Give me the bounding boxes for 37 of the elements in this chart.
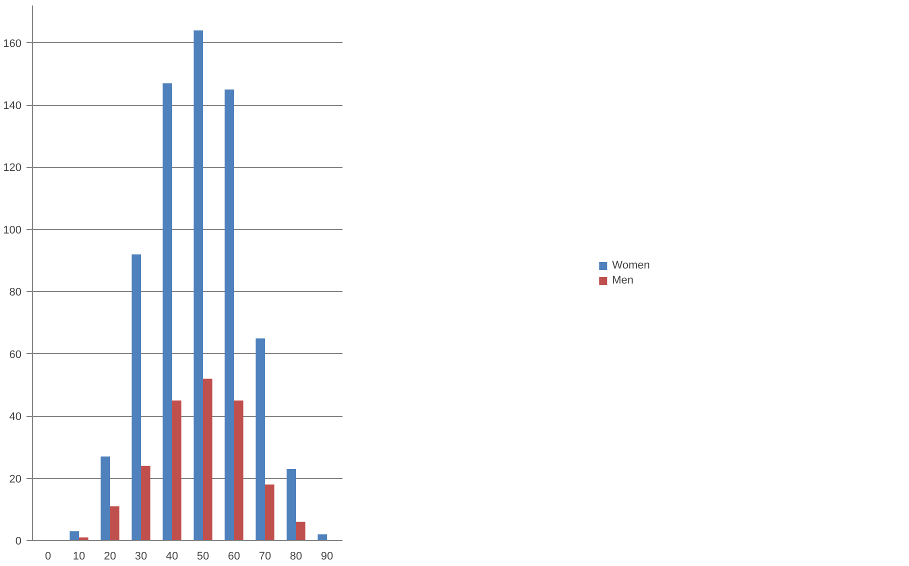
bar xyxy=(110,506,120,540)
y-tick-label: 160 xyxy=(3,38,22,50)
bar xyxy=(194,30,203,540)
bar xyxy=(141,466,150,540)
x-tick-label: 80 xyxy=(290,550,302,562)
bar xyxy=(296,522,306,540)
bar xyxy=(162,83,172,540)
bar xyxy=(100,456,110,540)
bar xyxy=(172,400,182,540)
bar xyxy=(265,484,274,540)
x-tick-label: 50 xyxy=(196,550,210,562)
bar xyxy=(203,378,212,540)
bar xyxy=(234,400,244,540)
y-tick-label: 60 xyxy=(9,348,22,361)
x-tick-label: 10 xyxy=(72,550,86,562)
x-tick-label: 20 xyxy=(104,550,116,562)
y-tick-label: 100 xyxy=(3,224,22,236)
bar xyxy=(70,531,79,540)
x-tick-label: 60 xyxy=(228,550,240,562)
x-tick-label: 90 xyxy=(320,550,334,562)
bar xyxy=(224,89,234,540)
bar xyxy=(318,534,327,540)
bar xyxy=(256,338,265,540)
y-tick-label: 40 xyxy=(9,411,22,424)
x-tick-label: 30 xyxy=(134,550,148,562)
y-tick-label: 120 xyxy=(3,162,22,174)
legend-label: Women xyxy=(612,259,650,271)
y-tick-label: 80 xyxy=(9,286,22,299)
legend-label: Men xyxy=(612,274,634,286)
bar xyxy=(286,468,296,540)
x-tick-label: 70 xyxy=(258,550,272,562)
y-tick-label: 140 xyxy=(3,100,22,112)
y-tick-label: 0 xyxy=(15,536,22,548)
x-tick-label: 0 xyxy=(44,550,52,562)
bar xyxy=(132,254,141,540)
y-tick-label: 20 xyxy=(9,473,22,486)
x-tick-label: 40 xyxy=(166,550,178,562)
